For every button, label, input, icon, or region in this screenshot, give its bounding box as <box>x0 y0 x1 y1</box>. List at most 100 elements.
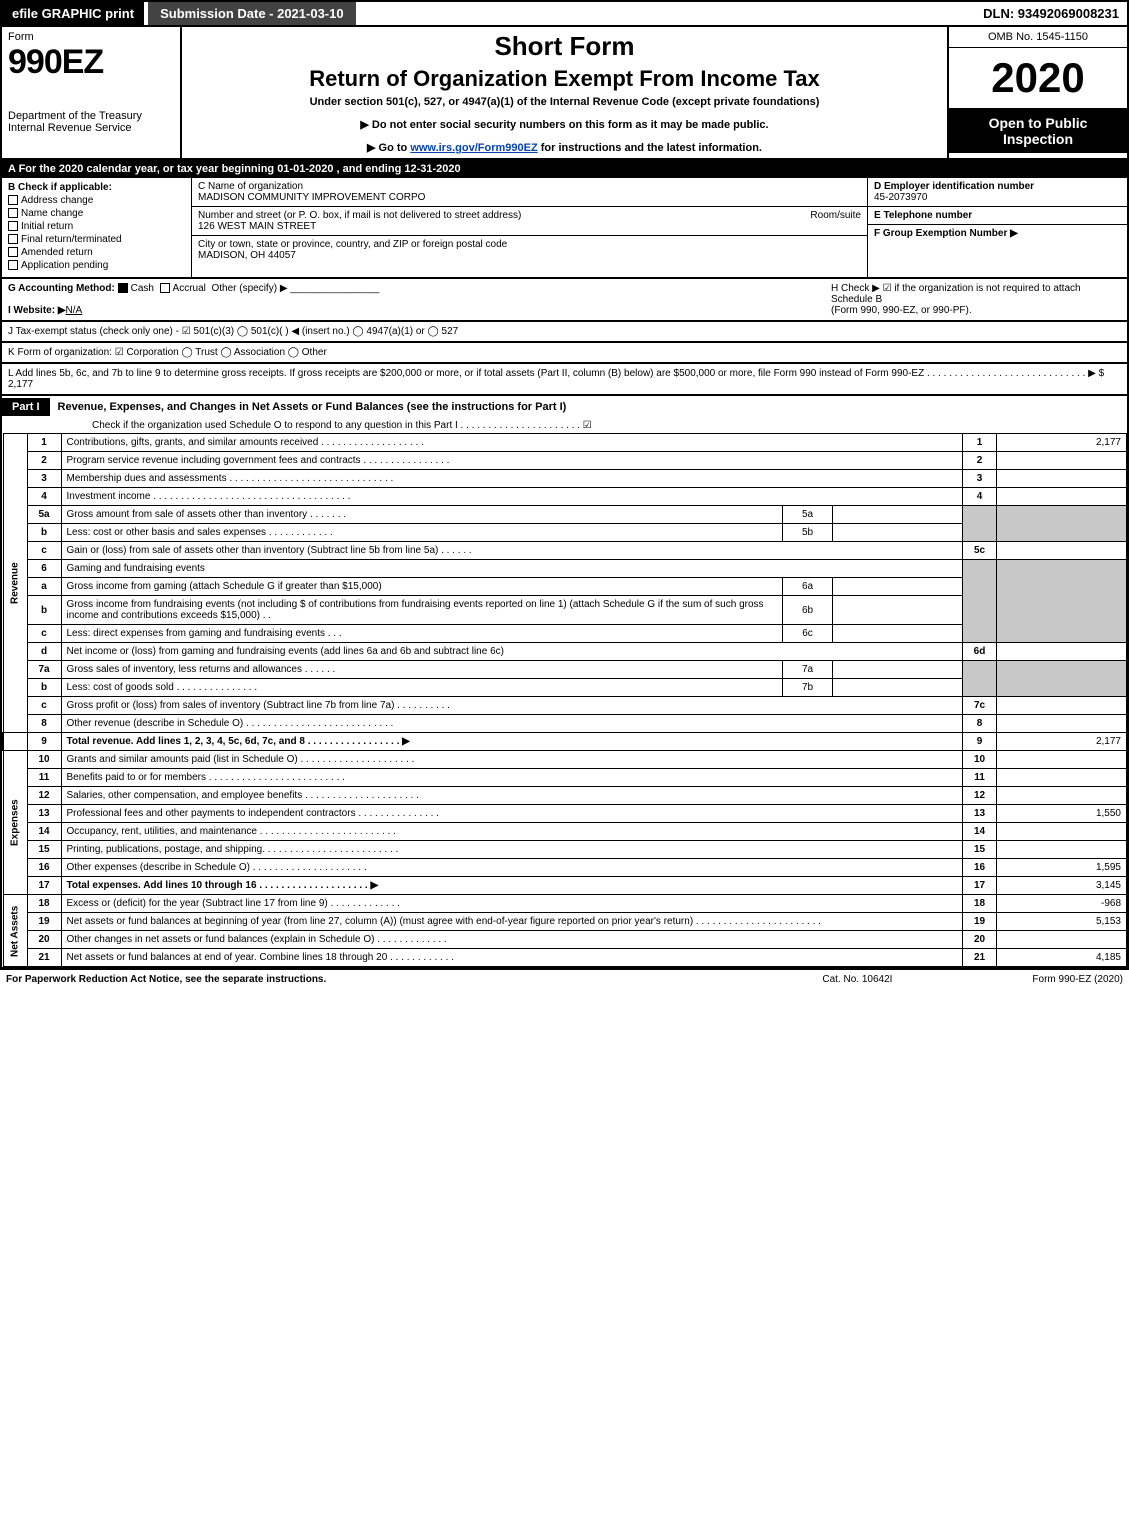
ein-label: D Employer identification number <box>874 181 1034 192</box>
chk-final-label: Final return/terminated <box>21 234 122 245</box>
section-j: J Tax-exempt status (check only one) - ☑… <box>0 322 1129 343</box>
l6b-num: b <box>27 596 61 625</box>
l18-rn: 18 <box>963 895 997 913</box>
chk-address[interactable]: Address change <box>8 195 185 206</box>
l4-num: 4 <box>27 488 61 506</box>
l5b-sa <box>833 524 963 542</box>
tax-year: 2020 <box>949 48 1127 109</box>
city-label: City or town, state or province, country… <box>198 239 507 250</box>
l7a-num: 7a <box>27 661 61 679</box>
dln: DLN: 93492069008231 <box>975 2 1127 25</box>
l8-rn: 8 <box>963 715 997 733</box>
form-number: 990EZ <box>8 43 174 82</box>
l6c-sa <box>833 625 963 643</box>
top-bar: efile GRAPHIC print Submission Date - 20… <box>0 0 1129 27</box>
l4-rn: 4 <box>963 488 997 506</box>
l5c-text: Gain or (loss) from sale of assets other… <box>61 542 963 560</box>
l17-rn: 17 <box>963 877 997 895</box>
cash-label: Cash <box>131 283 154 294</box>
lines-table: Revenue 1 Contributions, gifts, grants, … <box>2 433 1127 967</box>
h-text2: (Form 990, 990-EZ, or 990-PF). <box>831 305 972 316</box>
section-g: G Accounting Method: Cash Accrual Other … <box>8 283 821 316</box>
l14-text: Occupancy, rent, utilities, and maintena… <box>61 823 963 841</box>
l7c-amt <box>997 697 1127 715</box>
b-title: B Check if applicable: <box>8 182 112 193</box>
cat-no: Cat. No. 10642I <box>822 974 892 985</box>
l6d-amt <box>997 643 1127 661</box>
l2-num: 2 <box>27 452 61 470</box>
l13-num: 13 <box>27 805 61 823</box>
l15-rn: 15 <box>963 841 997 859</box>
l8-text: Other revenue (describe in Schedule O) .… <box>61 715 963 733</box>
l11-text: Benefits paid to or for members . . . . … <box>61 769 963 787</box>
city-value: MADISON, OH 44057 <box>198 250 296 261</box>
l5a-text: Gross amount from sale of assets other t… <box>61 506 783 524</box>
l15-num: 15 <box>27 841 61 859</box>
l12-num: 12 <box>27 787 61 805</box>
part-i-label: Part I <box>2 398 50 416</box>
l6b-sa <box>833 596 963 625</box>
l13-amt: 1,550 <box>997 805 1127 823</box>
l21-amt: 4,185 <box>997 949 1127 967</box>
group-label: F Group Exemption Number ▶ <box>874 228 1018 239</box>
chk-initial[interactable]: Initial return <box>8 221 185 232</box>
l2-amt <box>997 452 1127 470</box>
l5b-text: Less: cost or other basis and sales expe… <box>61 524 783 542</box>
efile-print-button[interactable]: efile GRAPHIC print <box>2 2 144 25</box>
l21-text: Net assets or fund balances at end of ye… <box>61 949 963 967</box>
section-h: H Check ▶ ☑ if the organization is not r… <box>821 283 1121 316</box>
chk-final[interactable]: Final return/terminated <box>8 234 185 245</box>
grey-7b <box>997 661 1127 697</box>
l6-num: 6 <box>27 560 61 578</box>
org-name-row: C Name of organization MADISON COMMUNITY… <box>192 178 867 207</box>
city-row: City or town, state or province, country… <box>192 236 867 264</box>
section-k: K Form of organization: ☑ Corporation ◯ … <box>0 343 1129 364</box>
ein-row: D Employer identification number 45-2073… <box>868 178 1127 207</box>
l13-text: Professional fees and other payments to … <box>61 805 963 823</box>
side-expenses: Expenses <box>3 751 27 895</box>
chk-app-pending[interactable]: Application pending <box>8 260 185 271</box>
section-l: L Add lines 5b, 6c, and 7b to line 9 to … <box>0 364 1129 396</box>
irs-link[interactable]: www.irs.gov/Form990EZ <box>410 142 537 154</box>
part-i-check: Check if the organization used Schedule … <box>2 418 1127 433</box>
other-label: Other (specify) ▶ <box>211 283 287 294</box>
l6-text: Gaming and fundraising events <box>61 560 963 578</box>
street-label: Number and street (or P. O. box, if mail… <box>198 210 521 221</box>
l7a-sb: 7a <box>783 661 833 679</box>
l20-text: Other changes in net assets or fund bala… <box>61 931 963 949</box>
l3-num: 3 <box>27 470 61 488</box>
return-title: Return of Organization Exempt From Incom… <box>192 66 937 92</box>
l7b-num: b <box>27 679 61 697</box>
l5b-sb: 5b <box>783 524 833 542</box>
l14-amt <box>997 823 1127 841</box>
chk-accrual[interactable] <box>160 283 170 293</box>
l11-amt <box>997 769 1127 787</box>
l17-num: 17 <box>27 877 61 895</box>
room-label: Room/suite <box>810 210 861 221</box>
section-gh: G Accounting Method: Cash Accrual Other … <box>0 279 1129 322</box>
chk-name[interactable]: Name change <box>8 208 185 219</box>
l9-num: 9 <box>27 733 61 751</box>
l2-text: Program service revenue including govern… <box>61 452 963 470</box>
l1-num: 1 <box>27 434 61 452</box>
l13-rn: 13 <box>963 805 997 823</box>
chk-address-label: Address change <box>21 195 93 206</box>
l9-amt: 2,177 <box>997 733 1127 751</box>
paperwork-notice: For Paperwork Reduction Act Notice, see … <box>6 974 326 985</box>
chk-initial-label: Initial return <box>21 221 73 232</box>
l16-num: 16 <box>27 859 61 877</box>
accrual-label: Accrual <box>173 283 206 294</box>
form-name-footer: Form 990-EZ (2020) <box>1032 974 1123 985</box>
l20-rn: 20 <box>963 931 997 949</box>
l9-rn: 9 <box>963 733 997 751</box>
l3-amt <box>997 470 1127 488</box>
l-text: L Add lines 5b, 6c, and 7b to line 9 to … <box>8 368 1104 379</box>
form-header: Form 990EZ Department of the Treasury In… <box>0 27 1129 160</box>
l6a-sa <box>833 578 963 596</box>
header-left: Form 990EZ Department of the Treasury In… <box>2 27 182 158</box>
l4-text: Investment income . . . . . . . . . . . … <box>61 488 963 506</box>
l7b-text: Less: cost of goods sold . . . . . . . .… <box>61 679 783 697</box>
l6b-sb: 6b <box>783 596 833 625</box>
chk-cash[interactable] <box>118 283 128 293</box>
chk-amended[interactable]: Amended return <box>8 247 185 258</box>
